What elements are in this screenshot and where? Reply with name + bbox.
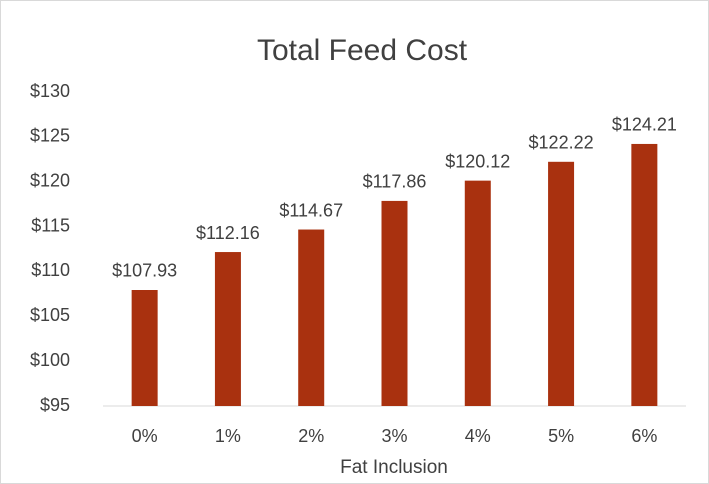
x-tick-label: 4%	[465, 426, 491, 446]
x-tick-label: 6%	[631, 426, 657, 446]
x-tick-label: 3%	[381, 426, 407, 446]
y-tick-label: $130	[30, 81, 70, 101]
x-tick-label: 2%	[298, 426, 324, 446]
bar	[381, 200, 408, 406]
data-label: $112.16	[196, 223, 260, 243]
bar	[298, 229, 325, 406]
bar	[631, 143, 658, 406]
x-tick-label: 5%	[548, 426, 574, 446]
y-tick-label: $120	[30, 170, 70, 190]
data-label: $114.67	[279, 200, 343, 220]
y-tick-label: $115	[31, 215, 70, 235]
y-tick-label: $95	[40, 395, 70, 415]
bar	[548, 161, 575, 406]
bar	[214, 252, 241, 406]
x-tick-label: 0%	[132, 426, 158, 446]
data-label: $122.22	[529, 133, 594, 153]
data-label: $124.21	[612, 115, 677, 135]
chart-title: Total Feed Cost	[257, 34, 468, 67]
y-tick-label: $100	[30, 350, 70, 370]
x-tick-label: 1%	[215, 426, 241, 446]
y-tick-label: $110	[31, 260, 70, 280]
y-tick-label: $125	[30, 126, 70, 146]
data-label: $107.93	[112, 261, 177, 281]
bar	[464, 180, 491, 406]
data-label: $117.86	[363, 172, 427, 192]
data-label: $120.12	[445, 151, 510, 171]
bar	[131, 289, 158, 406]
x-axis-title: Fat Inclusion	[340, 457, 448, 478]
y-tick-label: $105	[30, 305, 70, 325]
